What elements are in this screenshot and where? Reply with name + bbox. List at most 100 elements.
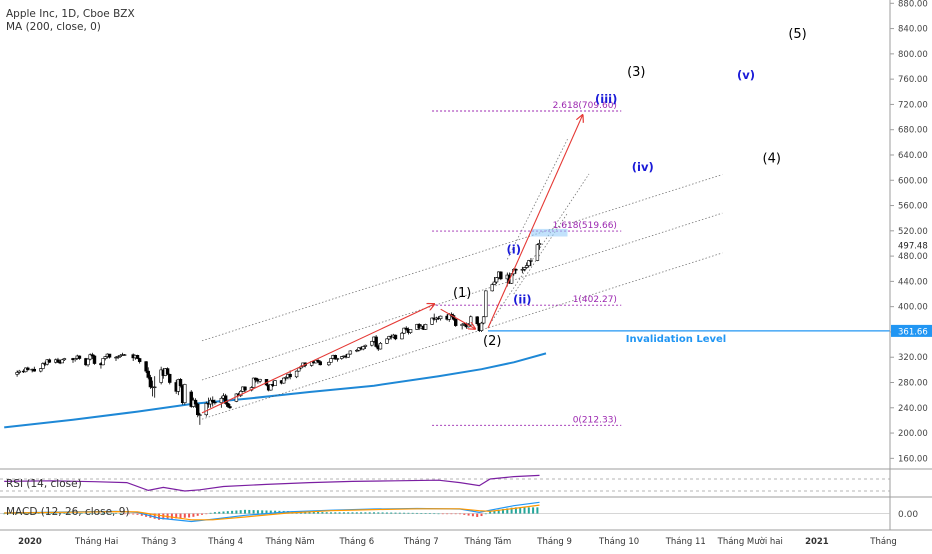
candle-body — [168, 374, 171, 382]
candle-body — [364, 345, 367, 346]
wave-label: (v) — [737, 68, 755, 82]
macd-histogram-bar — [459, 514, 461, 515]
macd-histogram-bar — [244, 510, 246, 514]
legend-ma: MA (200, close, 0) — [6, 21, 101, 33]
y-tick-label: 240.00 — [898, 404, 928, 414]
candle-body — [244, 387, 247, 390]
macd-histogram-bar — [369, 512, 371, 513]
macd-histogram-bar — [257, 510, 259, 513]
candle-body — [123, 355, 126, 356]
candle-body — [536, 245, 539, 261]
macd-histogram-bar — [407, 513, 409, 514]
candle-body — [349, 351, 352, 354]
candle-body — [87, 359, 90, 365]
candle-body — [149, 377, 152, 386]
y-tick-label: 520.00 — [898, 227, 928, 237]
candle-body — [259, 379, 262, 381]
x-tick-label: 2021 — [805, 537, 829, 547]
macd-histogram-bar — [227, 511, 229, 513]
candle-body — [439, 316, 442, 319]
macd-histogram-bar — [223, 511, 225, 513]
candle-body — [136, 355, 139, 358]
x-tick-label: Tháng — [869, 537, 897, 547]
macd-histogram-bar — [343, 512, 345, 513]
candle-body — [78, 356, 81, 359]
x-tick-label: Tháng Tám — [464, 537, 512, 547]
macd-histogram-bar — [455, 514, 457, 515]
candle-body — [375, 337, 378, 346]
candle-body — [480, 323, 483, 331]
macd-histogram-bar — [210, 513, 212, 514]
macd-histogram-bar — [395, 513, 397, 514]
macd-histogram-bar — [476, 514, 478, 517]
candle-body — [214, 402, 217, 403]
candle-body — [274, 381, 277, 386]
macd-histogram-bar — [261, 510, 263, 513]
candle-body — [530, 261, 533, 262]
macd-histogram-bar — [468, 514, 470, 516]
macd-histogram-bar — [197, 514, 199, 516]
macd-histogram-bar — [171, 514, 173, 519]
candle-body — [183, 384, 186, 402]
candle-body — [370, 341, 373, 345]
x-tick-label: 2020 — [18, 537, 42, 547]
x-tick-label: Tháng Hai — [74, 537, 118, 547]
candle-body — [138, 358, 141, 361]
y-tick-label: 400.00 — [898, 303, 928, 313]
macd-histogram-bar — [158, 514, 160, 520]
candle-body — [499, 272, 502, 279]
wave-label: (iv) — [632, 160, 654, 174]
candle-body — [454, 319, 457, 325]
candle-body — [179, 379, 182, 385]
macd-histogram-bar — [321, 512, 323, 513]
macd-histogram-bar — [231, 511, 233, 514]
macd-histogram-bar — [240, 510, 242, 513]
macd-histogram-bar — [192, 514, 194, 517]
candle-body — [476, 317, 479, 324]
macd-histogram-bar — [382, 512, 384, 513]
wave-label: (ii) — [513, 293, 531, 307]
wave-label: (iii) — [595, 92, 617, 106]
macd-histogram-bar — [326, 512, 328, 513]
macd-histogram-bar — [429, 513, 431, 514]
macd-histogram-bar — [438, 514, 440, 515]
candle-body — [394, 335, 397, 339]
y-tick-label: 840.00 — [898, 25, 928, 35]
fib-level-label: 0(212.33) — [573, 415, 617, 425]
macd-histogram-bar — [339, 512, 341, 513]
macd-histogram-bar — [420, 513, 422, 514]
wave-label: (i) — [507, 243, 521, 257]
macd-histogram-bar — [528, 507, 530, 513]
candle-body — [424, 324, 427, 329]
macd-histogram-bar — [364, 512, 366, 513]
candle-body — [538, 243, 541, 244]
candle-body — [282, 378, 285, 383]
rsi-label: RSI (14, close) — [6, 478, 82, 490]
candle-body — [226, 403, 229, 406]
candle-body — [145, 362, 148, 371]
wave-label: (2) — [483, 334, 501, 349]
candle-body — [386, 339, 389, 343]
x-tick-label: Tháng Năm — [265, 537, 315, 547]
macd-histogram-bar — [360, 512, 362, 513]
macd-histogram-bar — [390, 513, 392, 514]
candle-body — [319, 362, 322, 365]
macd-histogram-bar — [317, 512, 319, 514]
x-tick-label: Tháng 11 — [665, 537, 706, 547]
candle-body — [18, 371, 21, 372]
candle-body — [194, 400, 197, 404]
candle-body — [491, 285, 494, 291]
candle-body — [379, 343, 382, 349]
target-zone — [531, 229, 568, 237]
invalidation-label: Invalidation Level — [626, 334, 726, 345]
candle-body — [493, 282, 496, 285]
candle-body — [108, 354, 111, 357]
candle-body — [482, 317, 485, 323]
candle-body — [515, 269, 518, 270]
candle-body — [33, 369, 36, 371]
macd-histogram-bar — [425, 513, 427, 514]
macd-zero-label: 0.00 — [898, 510, 918, 520]
candle-body — [57, 360, 60, 363]
macd-label: MACD (12, 26, close, 9) — [6, 506, 129, 518]
y-tick-label: 320.00 — [898, 353, 928, 363]
